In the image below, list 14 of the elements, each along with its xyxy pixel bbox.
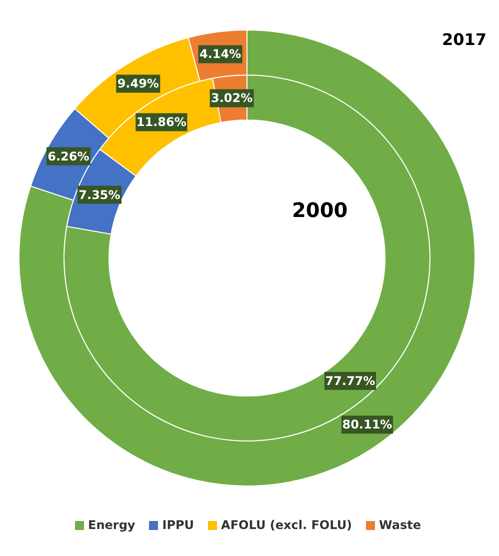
slice-label: 2017: [442, 30, 487, 49]
data-label: 3.02%: [210, 91, 253, 106]
data-label: 4.14%: [200, 47, 242, 62]
data-label: 6.26%: [48, 149, 90, 164]
legend-label: AFOLU (excl. FOLU): [220, 518, 352, 532]
data-label: 7.35%: [78, 188, 120, 202]
legend-label: Energy: [87, 518, 136, 532]
data-label: 9.49%: [117, 76, 159, 91]
slice-label: 2000: [292, 198, 348, 222]
data-label: 80.11%: [342, 418, 392, 432]
legend-label: Waste: [378, 518, 421, 532]
data-label: 77.77%: [325, 374, 376, 388]
legend-label: IPPU: [161, 518, 194, 532]
data-label: 11.86%: [136, 115, 186, 130]
